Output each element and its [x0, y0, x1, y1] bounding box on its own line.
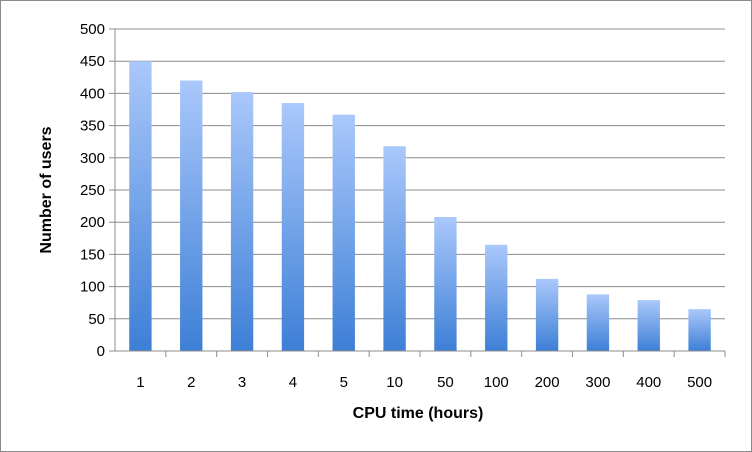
bar [688, 309, 711, 351]
y-tick-label: 500 [80, 21, 105, 38]
bar [129, 61, 152, 351]
y-tick-label: 250 [80, 182, 105, 199]
gridlines [115, 28, 725, 320]
bar [180, 80, 203, 352]
axes [109, 28, 726, 357]
y-tick-label: 100 [80, 279, 105, 296]
x-tick-label: 5 [340, 374, 348, 391]
bar [586, 294, 610, 351]
x-axis-title: CPU time (hours) [353, 405, 484, 422]
y-tick-label: 450 [80, 53, 105, 70]
y-tick-label: 150 [80, 246, 105, 263]
bar [230, 92, 254, 351]
y-tick-label: 400 [80, 85, 105, 102]
bar [485, 244, 508, 351]
bar [637, 300, 660, 351]
y-tick-label: 0 [97, 343, 105, 360]
bar [535, 278, 559, 351]
x-tick-label: 100 [484, 374, 509, 391]
tick-labels: 0 50 100 150 200 250 300 350 400 450 500 1 2 3 4 5 10 50 1… [80, 21, 712, 391]
x-tick-label: 300 [585, 374, 610, 391]
x-tick-label: 50 [437, 374, 454, 391]
bar [281, 103, 305, 351]
y-tick-label: 50 [88, 311, 105, 328]
y-tick-label: 300 [80, 150, 105, 167]
x-tick-label: 3 [238, 374, 246, 391]
x-tick-label: 400 [636, 374, 661, 391]
bar [383, 146, 406, 351]
x-tick-label: 200 [535, 374, 560, 391]
y-tick-label: 350 [80, 118, 105, 135]
y-axis-title: Number of users [38, 126, 55, 253]
bar [332, 114, 355, 351]
x-tick-label: 10 [386, 374, 403, 391]
x-tick-label: 500 [687, 374, 712, 391]
x-tick-label: 1 [136, 374, 144, 391]
bars [129, 61, 711, 352]
y-tick-label: 200 [80, 214, 105, 231]
x-tick-label: 2 [187, 374, 195, 391]
bar [434, 217, 457, 351]
x-tick-label: 4 [289, 374, 297, 391]
